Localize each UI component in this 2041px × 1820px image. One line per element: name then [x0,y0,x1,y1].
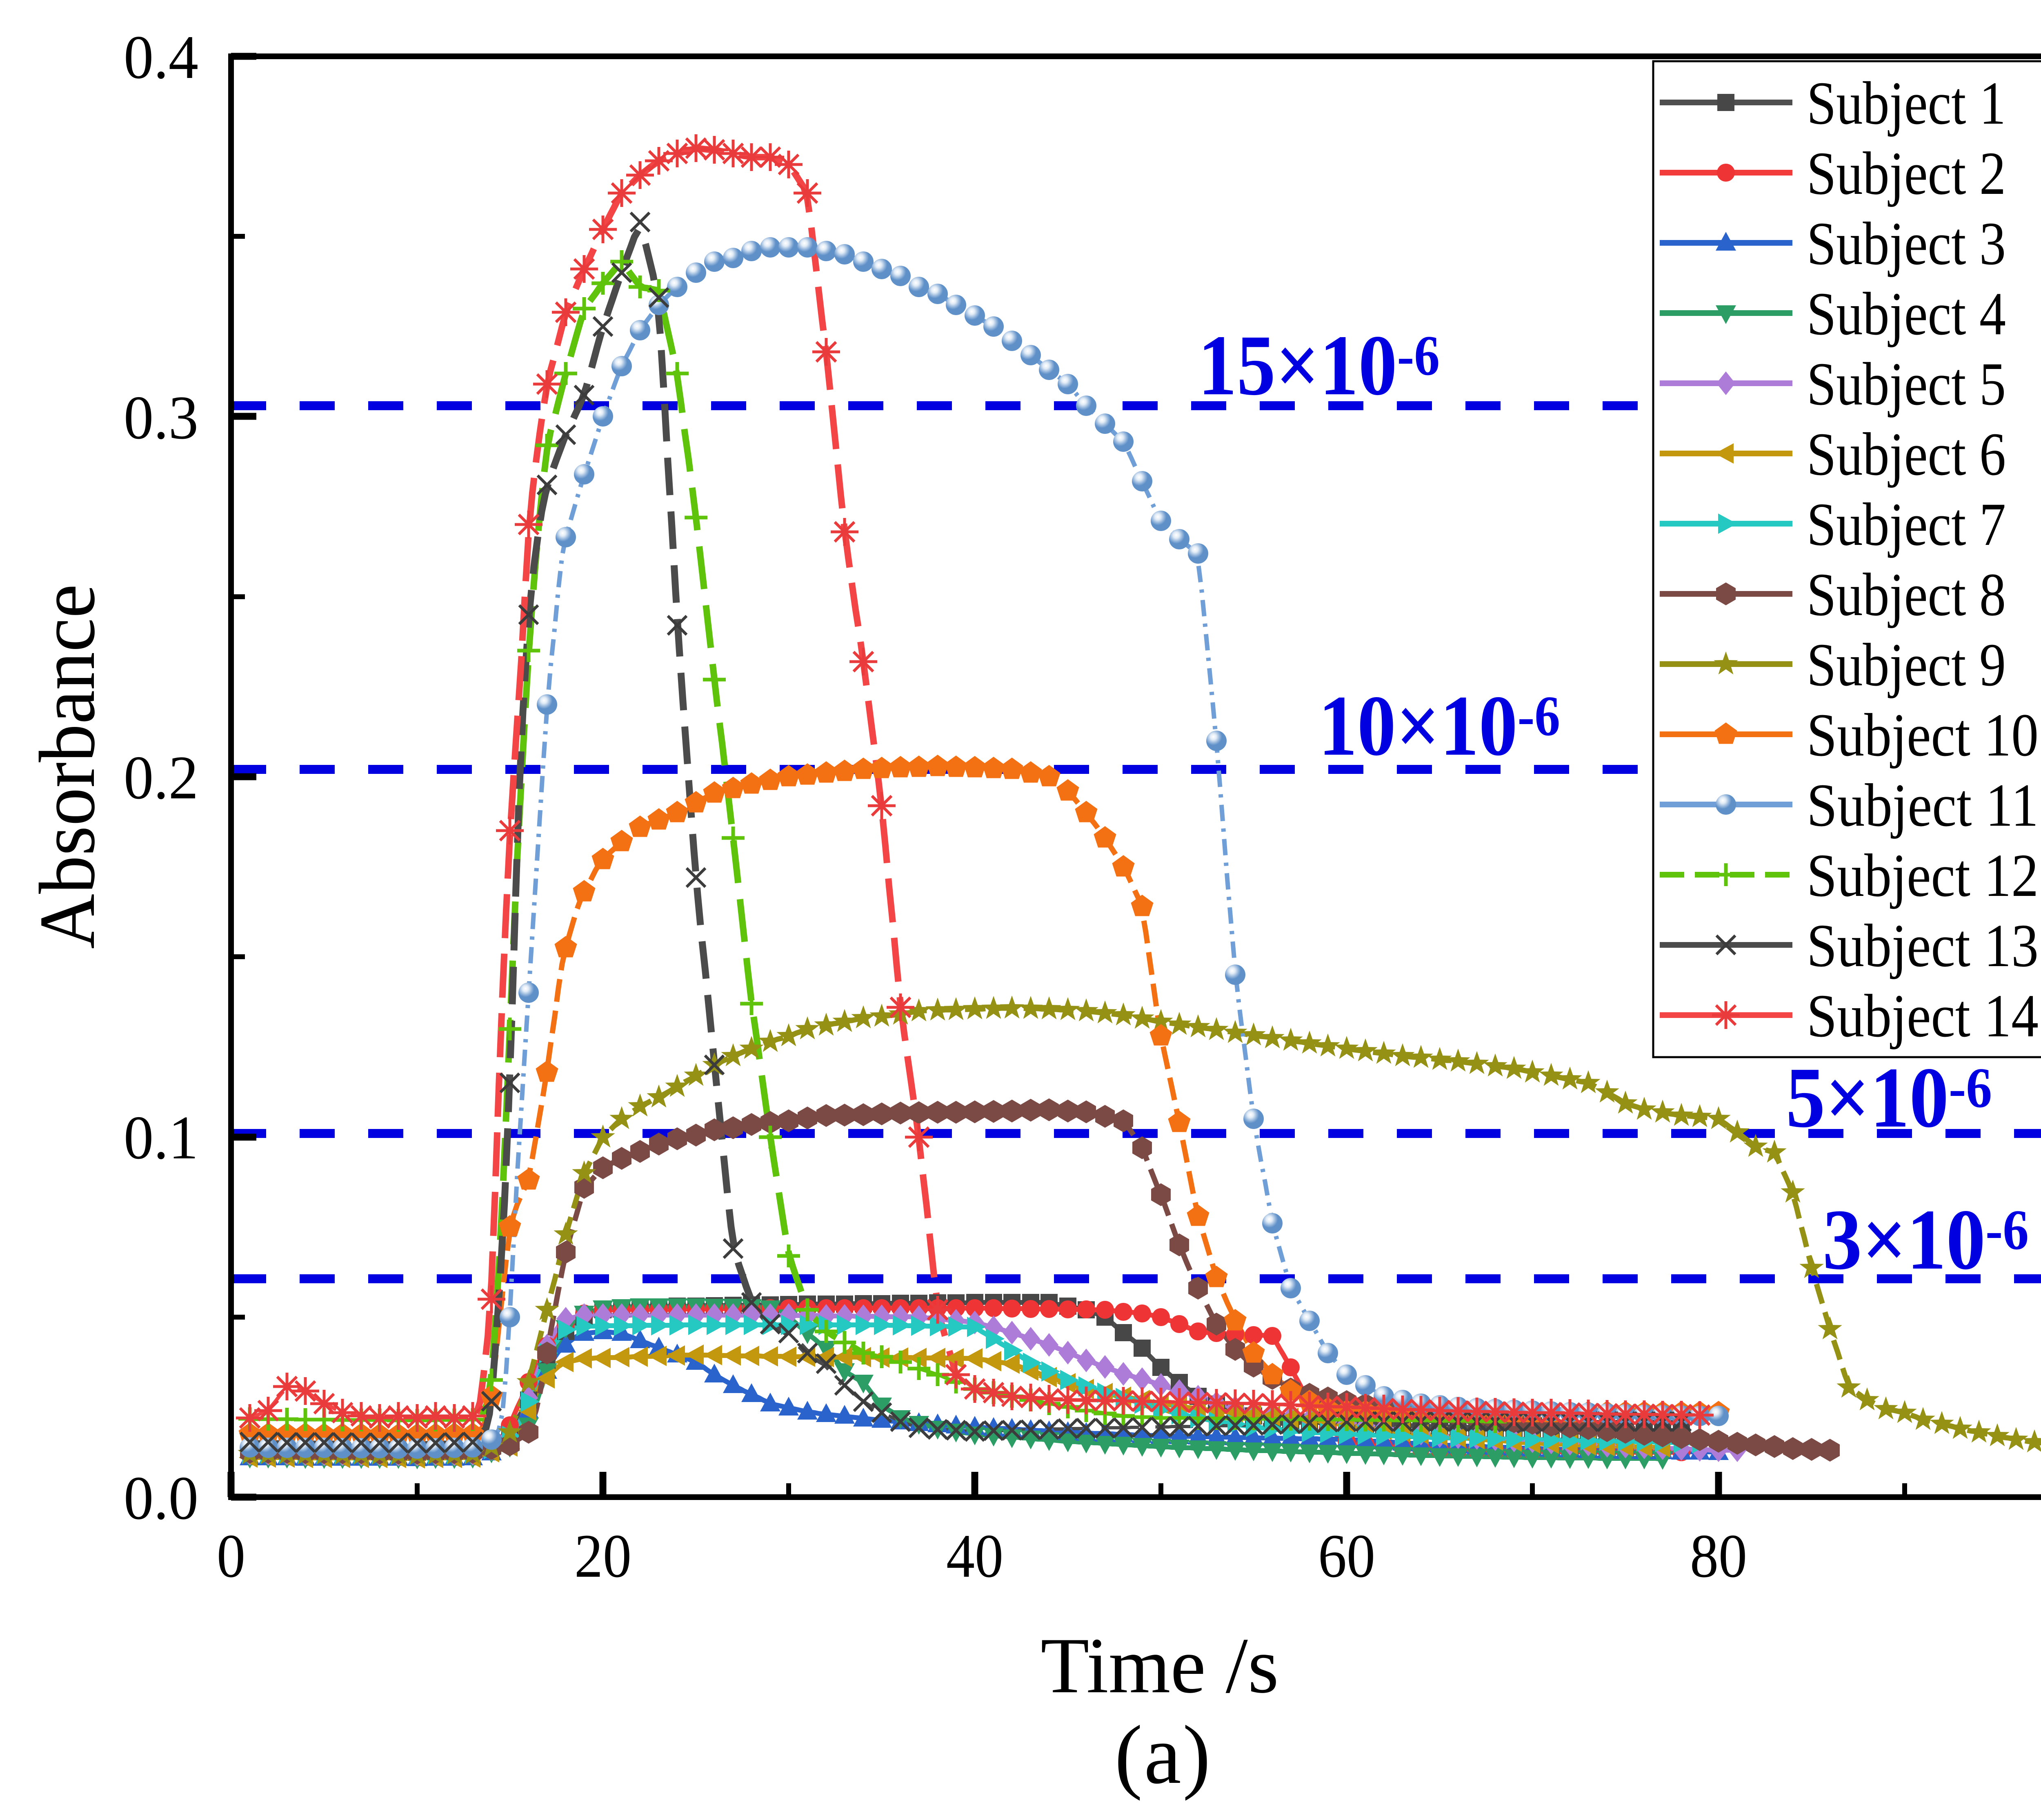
svg-text:Subject 3: Subject 3 [1807,210,2006,278]
svg-text:0.0: 0.0 [124,1464,198,1532]
svg-text:0.3: 0.3 [124,383,198,452]
svg-text:80: 80 [1690,1522,1747,1590]
svg-text:Subject 8: Subject 8 [1807,561,2006,629]
svg-text:Subject 7: Subject 7 [1807,491,2006,558]
svg-text:Subject 12: Subject 12 [1807,842,2039,909]
svg-text:Subject 11: Subject 11 [1807,771,2039,839]
svg-text:Absorbance: Absorbance [23,584,111,949]
svg-text:Subject 5: Subject 5 [1807,350,2006,418]
svg-text:20: 20 [574,1522,631,1590]
svg-text:Subject 4: Subject 4 [1807,280,2006,348]
svg-text:0.4: 0.4 [124,23,198,91]
svg-text:0.1: 0.1 [124,1103,198,1172]
svg-text:Subject 9: Subject 9 [1807,631,2006,699]
svg-text:0: 0 [217,1522,245,1590]
svg-text:15×10-6: 15×10-6 [1198,317,1440,413]
svg-text:Subject 1: Subject 1 [1807,69,2006,137]
svg-text:40: 40 [946,1522,1003,1590]
svg-text:0.2: 0.2 [124,743,198,812]
svg-text:10×10-6: 10×10-6 [1318,678,1560,773]
svg-text:(a): (a) [1115,1709,1211,1801]
svg-text:Subject 2: Subject 2 [1807,140,2006,207]
svg-text:60: 60 [1318,1522,1375,1590]
svg-text:Time /s: Time /s [1041,1622,1278,1710]
svg-text:Subject 6: Subject 6 [1807,420,2006,488]
svg-text:Subject 14: Subject 14 [1807,982,2039,1050]
svg-text:Subject 13: Subject 13 [1807,912,2039,980]
svg-text:Subject 10: Subject 10 [1807,701,2039,769]
